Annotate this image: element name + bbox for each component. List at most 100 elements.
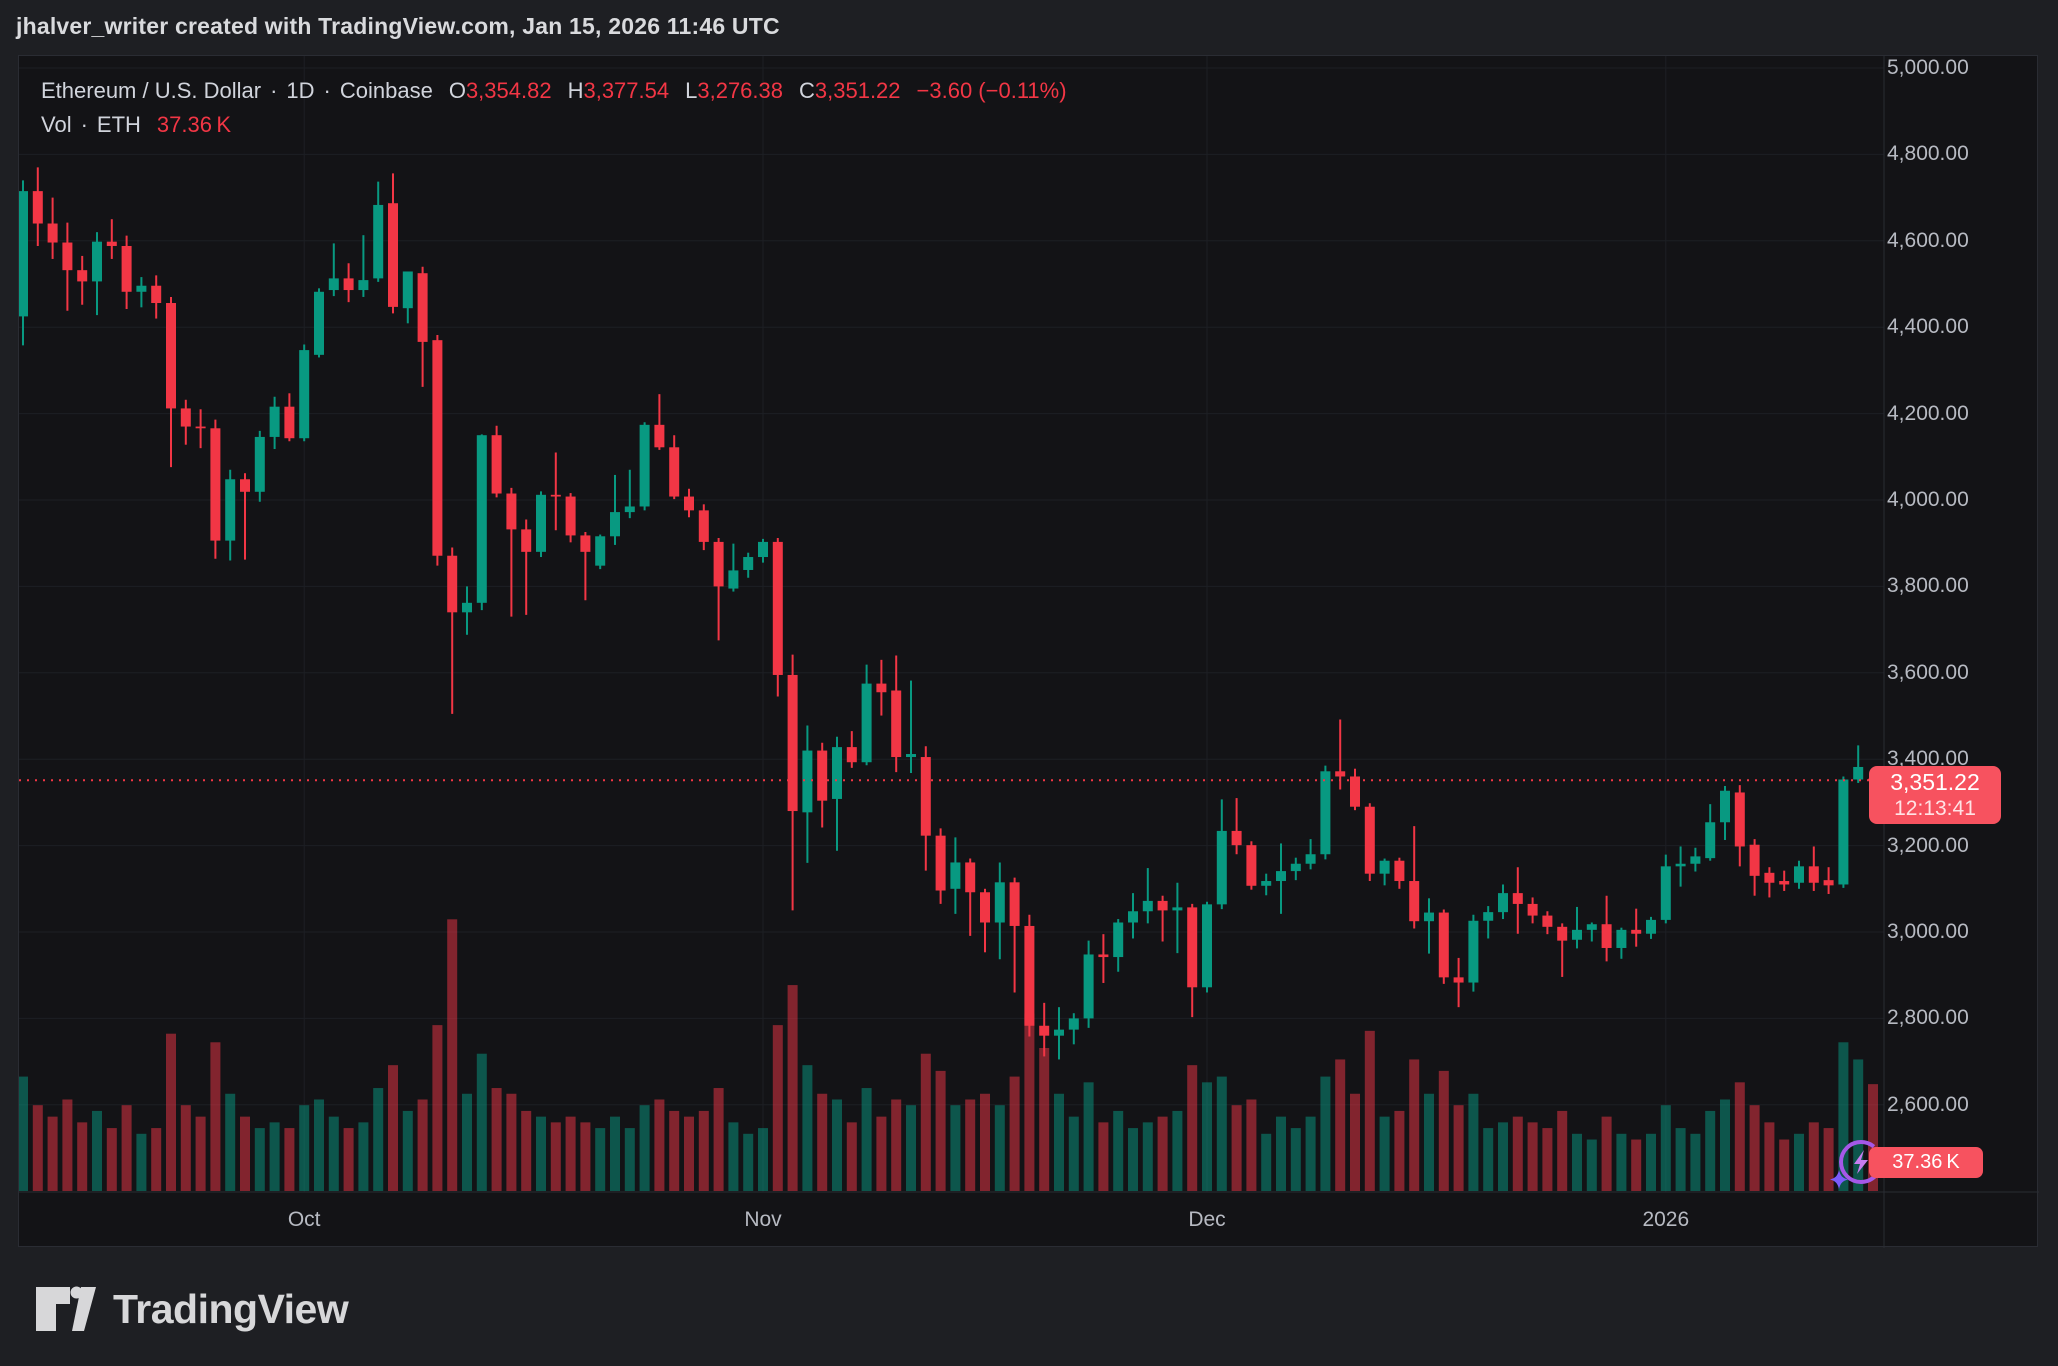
candle-body <box>965 862 976 893</box>
volume-value: 37.36 K <box>156 112 232 137</box>
time-axis-label-nov[interactable]: Nov <box>744 1208 782 1231</box>
volume-bar <box>1142 1122 1153 1191</box>
candle-body <box>1305 854 1316 864</box>
price-axis-label[interactable]: 4,600.00 <box>1887 228 1969 252</box>
candle-body <box>1350 776 1360 807</box>
candle-body <box>32 191 43 224</box>
volume-bar <box>1779 1139 1790 1191</box>
candle-body <box>950 862 961 889</box>
price-axis-label[interactable]: 3,400.00 <box>1887 747 1969 771</box>
candle-body <box>1231 830 1242 846</box>
ohlc-high-label: H <box>567 78 584 103</box>
volume-bar <box>1660 1105 1671 1191</box>
volume-bar <box>1675 1128 1686 1191</box>
volume-bar <box>1616 1133 1627 1191</box>
candle-body <box>1646 919 1656 934</box>
volume-bar <box>19 1076 28 1191</box>
attribution-title: jhalver_writer created with TradingView.… <box>16 13 780 39</box>
volume-bar <box>1216 1076 1227 1191</box>
candle-body <box>935 835 946 891</box>
volume-bar <box>314 1099 324 1191</box>
candle-body <box>1054 1029 1064 1036</box>
price-axis-label[interactable]: 4,400.00 <box>1887 315 1969 339</box>
candle-body <box>1216 830 1227 905</box>
volume-bar <box>669 1110 680 1191</box>
candle-body <box>240 479 250 492</box>
candle-body <box>1394 860 1405 882</box>
candle-body <box>876 683 887 693</box>
candle-body <box>550 494 561 497</box>
tradingview-logo[interactable]: TradingView <box>34 1281 349 1337</box>
candle-body <box>166 303 176 409</box>
candlestick-plot[interactable] <box>19 56 2039 1248</box>
volume-bar <box>980 1093 990 1191</box>
chart-widget[interactable]: Ethereum / U.S. Dollar · 1D · Coinbase O… <box>18 55 2039 1248</box>
candle-body <box>1749 844 1760 876</box>
legend-dot: · <box>323 78 331 103</box>
price-axis-label[interactable]: 4,000.00 <box>1887 488 1969 511</box>
candle-body <box>580 535 591 552</box>
price-axis-label[interactable]: 2,600.00 <box>1887 1092 1969 1116</box>
candle-body <box>106 241 117 246</box>
volume-bar <box>1512 1116 1523 1191</box>
candle-body <box>195 426 206 429</box>
legend-symbol-row[interactable]: Ethereum / U.S. Dollar · 1D · Coinbase O… <box>41 76 1067 106</box>
candle-body <box>565 496 576 536</box>
price-axis-label[interactable]: 4,800.00 <box>1887 142 1969 166</box>
volume-bar <box>106 1128 117 1191</box>
candle-body <box>846 747 857 763</box>
volume-bar <box>1424 1093 1434 1191</box>
candle-body <box>1453 977 1464 983</box>
tradingview-wordmark: TradingView <box>113 1285 349 1332</box>
volume-bar <box>1483 1128 1494 1191</box>
legend: Ethereum / U.S. Dollar · 1D · Coinbase O… <box>41 76 1067 140</box>
candle-body <box>121 245 132 292</box>
price-axis-label[interactable]: 3,800.00 <box>1887 574 1969 598</box>
volume-bar <box>195 1116 206 1191</box>
volume-bar <box>506 1093 517 1191</box>
volume-bar <box>728 1122 739 1191</box>
boost-rocket-icon[interactable] <box>1825 1132 1891 1203</box>
volume-bar <box>846 1122 857 1191</box>
volume-bar <box>1572 1133 1582 1191</box>
volume-bar <box>62 1099 73 1191</box>
volume-bar <box>1808 1122 1819 1191</box>
volume-bar <box>713 1088 724 1191</box>
price-axis-label[interactable]: 4,200.00 <box>1887 401 1969 425</box>
last-price-badge: 3,351.22 12:13:41 <box>1869 766 2001 824</box>
price-axis-label[interactable]: 3,000.00 <box>1887 920 1969 943</box>
time-axis-label-2026[interactable]: 2026 <box>1642 1208 1690 1231</box>
volume-bar <box>1527 1122 1538 1191</box>
volume-bar <box>343 1128 354 1191</box>
price-axis-label[interactable]: 2,800.00 <box>1887 1006 1969 1030</box>
ohlc-close-value: 3,351.22 <box>814 78 901 103</box>
volume-bar <box>284 1128 295 1191</box>
price-axis-label[interactable]: 5,000.00 <box>1887 56 1969 79</box>
candle-body <box>728 570 739 589</box>
volume-bar <box>151 1128 162 1191</box>
volume-bar <box>432 1025 443 1191</box>
candle-body <box>1823 880 1834 886</box>
candle-body <box>1438 912 1449 978</box>
candle-body <box>77 270 88 282</box>
volume-bar <box>698 1110 709 1191</box>
candle-body <box>1424 912 1434 922</box>
candle-body <box>151 285 162 304</box>
candle-body <box>1202 904 1212 988</box>
volume-bar <box>1720 1099 1730 1191</box>
legend-symbol[interactable]: Ethereum / U.S. Dollar <box>41 78 262 103</box>
ohlc-open-label: O <box>448 78 466 103</box>
volume-bar <box>1157 1116 1168 1191</box>
legend-interval[interactable]: 1D <box>286 78 315 103</box>
candle-body <box>1572 929 1582 940</box>
time-axis-label-oct[interactable]: Oct <box>287 1208 321 1231</box>
volume-label: Vol <box>41 112 72 137</box>
price-axis-label[interactable]: 3,200.00 <box>1887 833 1969 857</box>
candle-body <box>1335 771 1346 777</box>
price-axis-label[interactable]: 3,600.00 <box>1887 660 1969 684</box>
candle-body <box>92 241 102 282</box>
candle-body <box>980 892 990 923</box>
volume-bar <box>121 1105 132 1191</box>
time-axis-label-dec[interactable]: Dec <box>1188 1208 1226 1231</box>
legend-volume-row[interactable]: Vol · ETH 37.36 K <box>41 110 1067 140</box>
